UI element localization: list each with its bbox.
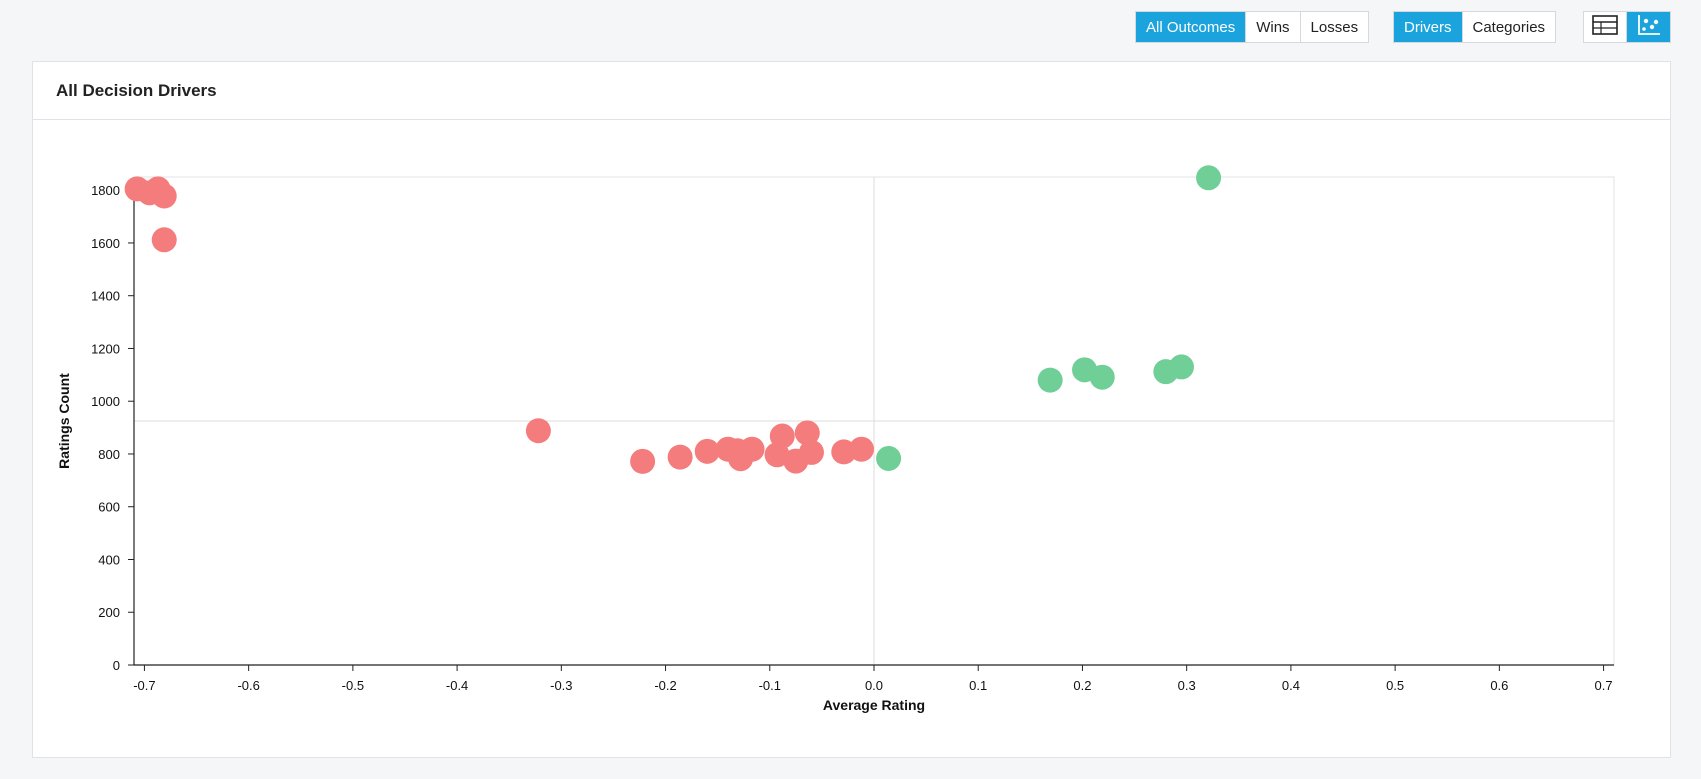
- y-tick-label: 0: [113, 658, 120, 673]
- x-tick-label: 0.2: [1073, 678, 1091, 693]
- drivers-button[interactable]: Drivers: [1394, 12, 1463, 42]
- data-point: [151, 227, 177, 253]
- data-point: [876, 445, 902, 471]
- all-outcomes-button[interactable]: All Outcomes: [1136, 12, 1247, 42]
- y-axis-label: Ratings Count: [56, 373, 72, 469]
- losses-button[interactable]: Losses: [1310, 18, 1359, 36]
- scatter-chart-icon: [1637, 14, 1661, 40]
- x-tick-label: -0.7: [133, 678, 155, 693]
- y-tick-label: 600: [98, 500, 120, 515]
- x-tick-label: -0.1: [759, 678, 781, 693]
- data-point: [1037, 367, 1063, 393]
- group-by-toggle: Drivers Categories: [1393, 11, 1557, 43]
- table-icon: [1592, 15, 1618, 39]
- data-point: [848, 436, 874, 462]
- x-tick-label: 0.7: [1595, 678, 1613, 693]
- x-tick-label: 0.6: [1490, 678, 1508, 693]
- x-tick-label: -0.2: [654, 678, 676, 693]
- categories-button[interactable]: Categories: [1472, 18, 1546, 36]
- y-tick-label: 400: [98, 552, 120, 567]
- y-tick-label: 1600: [91, 236, 120, 251]
- outcome-filter-group: All Outcomes Wins Losses: [1135, 11, 1370, 43]
- wins-button[interactable]: Wins: [1246, 12, 1301, 42]
- x-tick-label: -0.5: [342, 678, 364, 693]
- y-tick-label: 800: [98, 447, 120, 462]
- x-tick-label: 0.1: [969, 678, 987, 693]
- x-tick-label: 0.5: [1386, 678, 1404, 693]
- y-tick-label: 200: [98, 605, 120, 620]
- data-point: [630, 448, 656, 474]
- chart-view-button[interactable]: [1627, 12, 1670, 42]
- data-point: [764, 442, 790, 468]
- card-title: All Decision Drivers: [33, 62, 1670, 120]
- view-toggle: [1583, 11, 1671, 43]
- data-point: [798, 439, 824, 465]
- data-point: [794, 420, 820, 446]
- table-view-button[interactable]: [1584, 12, 1627, 42]
- chart-card: All Decision Drivers -0.7 -0.6 -0.5 -0.4 -0.…: [32, 61, 1671, 758]
- x-tick-label: -0.4: [446, 678, 468, 693]
- scatter-chart: -0.7 -0.6 -0.5 -0.4 -0.3 -0.2 -0.1 0.0 0.1 0.2 0.3…: [56, 165, 1615, 713]
- data-point: [1196, 165, 1222, 191]
- data-point: [1089, 364, 1115, 390]
- data-point: [151, 183, 177, 209]
- x-tick-label: 0.3: [1178, 678, 1196, 693]
- x-tick-label: 0.4: [1282, 678, 1300, 693]
- y-tick-label: 1200: [91, 341, 120, 356]
- data-point: [769, 423, 795, 449]
- x-tick-label: -0.3: [550, 678, 572, 693]
- data-point: [739, 436, 765, 462]
- y-tick-label: 1800: [91, 183, 120, 198]
- x-axis-label: Average Rating: [823, 697, 925, 713]
- x-tick-label: 0.0: [865, 678, 883, 693]
- y-tick-label: 1000: [91, 394, 120, 409]
- x-tick-label: -0.6: [237, 678, 259, 693]
- data-point: [1168, 354, 1194, 380]
- data-point: [525, 418, 551, 444]
- data-point: [694, 438, 720, 464]
- y-tick-label: 1400: [91, 289, 120, 304]
- data-point: [667, 444, 693, 470]
